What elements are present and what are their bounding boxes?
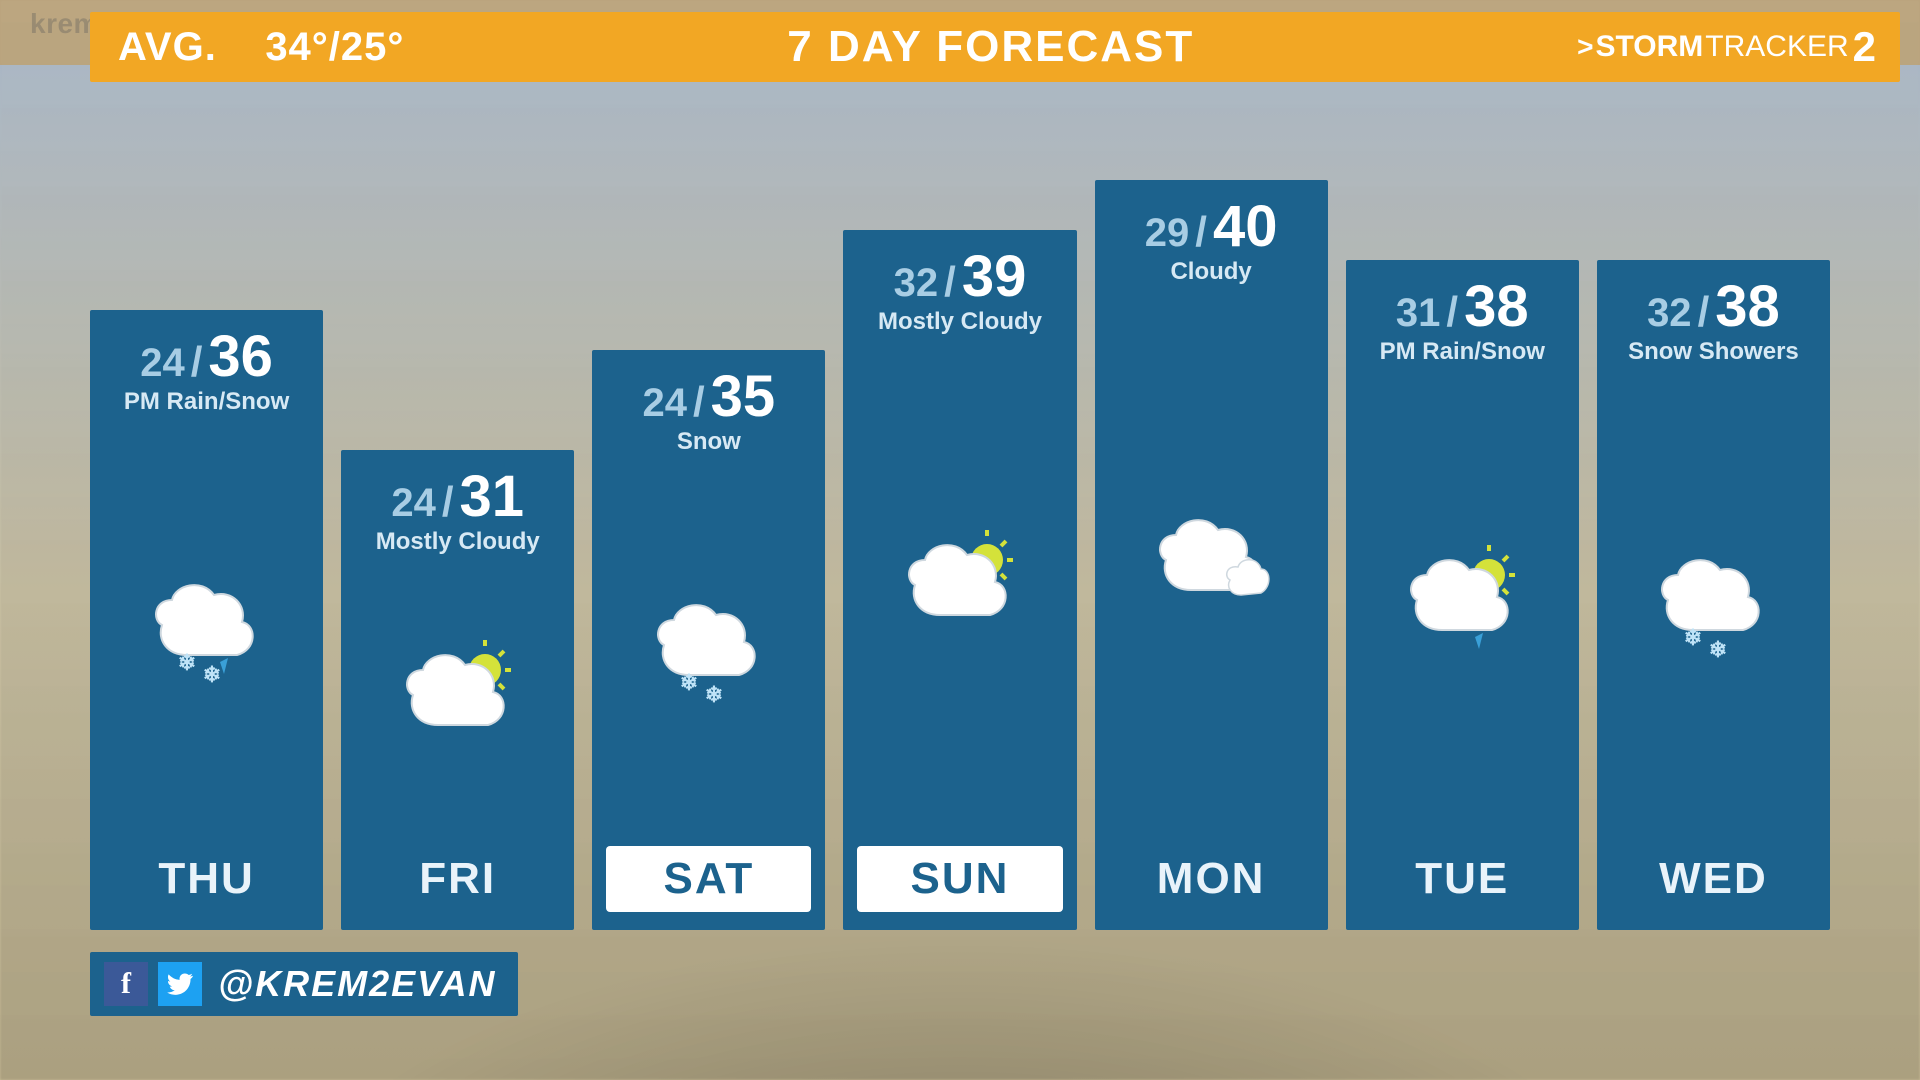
- forecast-card-fri: 24/31Mostly CloudyFRI: [341, 450, 574, 930]
- card-top: 32/38 Snow Showers: [1628, 278, 1799, 364]
- weather-icon: ❄❄: [1597, 374, 1830, 836]
- day-label: MON: [1109, 846, 1314, 912]
- condition-text: Cloudy: [1145, 260, 1278, 284]
- brand-number: 2: [1853, 23, 1876, 71]
- temps: 29/40: [1145, 198, 1278, 256]
- temps: 32/38: [1628, 278, 1799, 336]
- card-top: 31/38 PM Rain/Snow: [1380, 278, 1545, 364]
- brand-tracker: TRACKER: [1705, 30, 1848, 64]
- temps: 24/35: [643, 368, 776, 426]
- temps: 32/39: [878, 248, 1042, 306]
- card-top: 32/39 Mostly Cloudy: [878, 248, 1042, 334]
- card-top: 24/31 Mostly Cloudy: [376, 468, 540, 554]
- temp-separator: /: [442, 478, 454, 525]
- stormtracker-brand: > STORM TRACKER 2: [1577, 23, 1876, 71]
- condition-text: Snow Showers: [1628, 340, 1799, 364]
- forecast-stage: krem.com AVG. 34°/25° 7 DAY FORECAST > S…: [0, 0, 1920, 1080]
- condition-text: PM Rain/Snow: [1380, 340, 1545, 364]
- temps: 24/31: [376, 468, 540, 526]
- day-label: SAT: [606, 846, 811, 912]
- forecast-cards: 24/36PM Rain/Snow❄❄THU24/31Mostly Cloudy…: [90, 150, 1830, 930]
- temp-separator: /: [1698, 288, 1710, 335]
- high-temp: 38: [1715, 274, 1780, 339]
- forecast-card-sat: 24/35Snow❄❄SAT: [592, 350, 825, 930]
- high-temp: 40: [1213, 194, 1278, 259]
- twitter-icon: [158, 962, 202, 1006]
- forecast-card-thu: 24/36PM Rain/Snow❄❄THU: [90, 310, 323, 930]
- condition-text: Mostly Cloudy: [376, 530, 540, 554]
- card-top: 29/40 Cloudy: [1145, 198, 1278, 284]
- forecast-card-sun: 32/39Mostly CloudySUN: [843, 230, 1076, 930]
- high-temp: 38: [1464, 274, 1529, 339]
- svg-text:❄: ❄: [680, 670, 698, 695]
- brand-storm: STORM: [1595, 30, 1703, 64]
- weather-icon: [1095, 294, 1328, 836]
- svg-text:❄: ❄: [1709, 637, 1727, 662]
- forecast-card-wed: 32/38Snow Showers❄❄WED: [1597, 260, 1830, 930]
- condition-text: PM Rain/Snow: [124, 390, 289, 414]
- temp-separator: /: [191, 338, 203, 385]
- card-top: 24/36 PM Rain/Snow: [124, 328, 289, 414]
- forecast-card-tue: 31/38PM Rain/SnowTUE: [1346, 260, 1579, 930]
- temps: 24/36: [124, 328, 289, 386]
- weather-icon: [341, 564, 574, 836]
- weather-icon: [843, 344, 1076, 836]
- weather-icon: ❄❄: [592, 464, 825, 836]
- svg-text:❄: ❄: [177, 650, 195, 675]
- day-label: THU: [104, 846, 309, 912]
- day-label: TUE: [1360, 846, 1565, 912]
- high-temp: 39: [962, 244, 1027, 309]
- low-temp: 24: [391, 481, 436, 525]
- day-label: WED: [1611, 846, 1816, 912]
- condition-text: Snow: [643, 430, 776, 454]
- low-temp: 32: [894, 261, 939, 305]
- condition-text: Mostly Cloudy: [878, 310, 1042, 334]
- temp-separator: /: [1195, 208, 1207, 255]
- svg-text:❄: ❄: [705, 682, 723, 707]
- svg-text:❄: ❄: [202, 662, 220, 687]
- high-temp: 35: [711, 364, 776, 429]
- day-label: SUN: [857, 846, 1062, 912]
- social-bar: f @KREM2EVAN: [90, 952, 518, 1016]
- low-temp: 32: [1647, 291, 1692, 335]
- avg-value: 34°/25°: [265, 25, 404, 69]
- temp-separator: /: [944, 258, 956, 305]
- day-label: FRI: [355, 846, 560, 912]
- high-temp: 31: [460, 464, 525, 529]
- temp-separator: /: [1446, 288, 1458, 335]
- temps: 31/38: [1380, 278, 1545, 336]
- facebook-icon: f: [104, 962, 148, 1006]
- avg-label: AVG.: [118, 25, 217, 69]
- avg-temps: AVG. 34°/25°: [118, 25, 404, 70]
- weather-icon: ❄❄: [90, 424, 323, 836]
- temp-separator: /: [693, 378, 705, 425]
- weather-icon: [1346, 374, 1579, 836]
- chevron-right-icon: >: [1577, 31, 1593, 63]
- high-temp: 36: [208, 324, 273, 389]
- social-handle: @KREM2EVAN: [218, 963, 496, 1005]
- header-bar: AVG. 34°/25° 7 DAY FORECAST > STORM TRAC…: [90, 12, 1900, 82]
- low-temp: 31: [1396, 291, 1441, 335]
- card-top: 24/35 Snow: [643, 368, 776, 454]
- svg-text:❄: ❄: [1684, 625, 1702, 650]
- header-title: 7 DAY FORECAST: [404, 22, 1577, 72]
- low-temp: 29: [1145, 211, 1190, 255]
- forecast-card-mon: 29/40CloudyMON: [1095, 180, 1328, 930]
- low-temp: 24: [643, 381, 688, 425]
- low-temp: 24: [140, 341, 185, 385]
